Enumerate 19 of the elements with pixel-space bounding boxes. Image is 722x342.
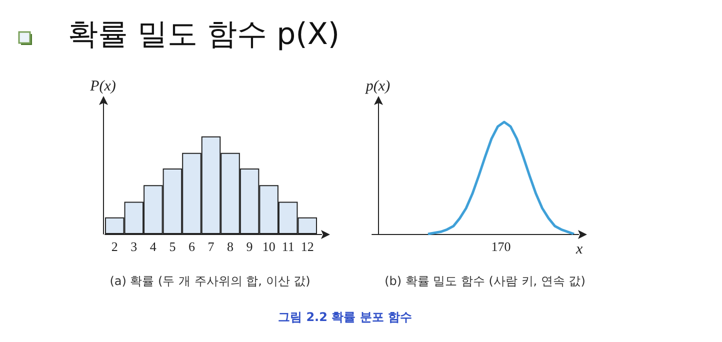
chart-title: 확률 밀도 함수 p(X) (68, 16, 340, 54)
x-tick-label: 3 (130, 239, 138, 254)
x-tick-label: 9 (246, 239, 253, 254)
x-tick-label: 5 (169, 239, 176, 254)
x-tick-label: 6 (188, 239, 196, 254)
x-tick-label: 10 (262, 239, 276, 254)
y-axis-title: P(x) (89, 78, 116, 94)
x-tick-label: 12 (300, 239, 314, 254)
text: (b) 확률 밀도 함수 (사람 키, 연속 값) (384, 273, 586, 290)
y-axis-title: p(x) (364, 78, 390, 94)
caption: 그림 2.2 확률 분포 함수 (278, 309, 412, 326)
text: (a) 확률 (두 개 주사위의 합, 이산 값) (110, 273, 310, 290)
x-tick-label: 2 (111, 239, 118, 254)
text: 170 (491, 239, 511, 255)
x-tick-label: 8 (227, 239, 234, 254)
x-tick-label: 7 (208, 239, 215, 254)
x-tick-label: 11 (282, 239, 294, 254)
x-tick-label: 4 (150, 239, 157, 254)
x-axis-title: x (575, 242, 583, 258)
